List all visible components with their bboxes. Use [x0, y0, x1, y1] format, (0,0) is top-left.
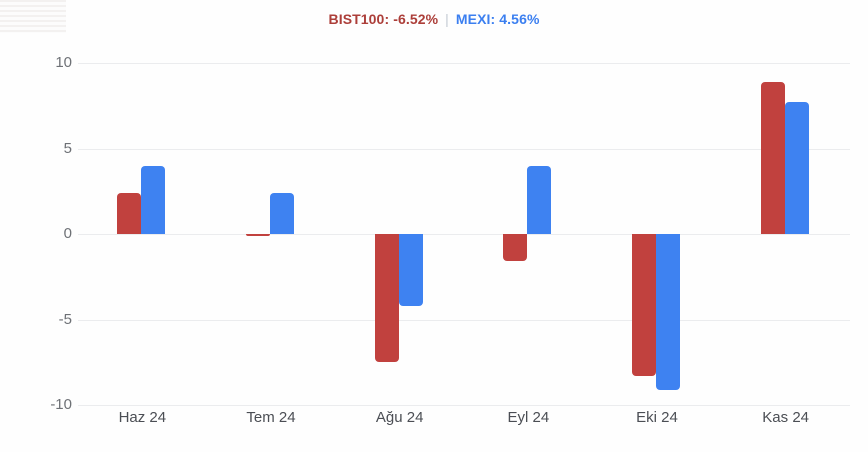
x-category-label: Kas 24 — [762, 409, 810, 426]
watermark — [0, 0, 66, 33]
bar-bist100[interactable] — [246, 234, 270, 236]
x-category-label: Ağu 24 — [375, 409, 424, 426]
series2-stat: MEXI: 4.56% — [455, 11, 540, 27]
title-separator: | — [445, 11, 449, 27]
gridline — [78, 63, 850, 64]
gridline — [78, 148, 850, 150]
x-category-label: Tem 24 — [246, 409, 296, 426]
bar-mexi[interactable] — [527, 165, 552, 234]
bar-bist100[interactable] — [117, 192, 142, 234]
bar-mexi[interactable] — [656, 234, 680, 390]
y-tick-label: -5 — [58, 310, 72, 328]
x-category-label: Eki 24 — [636, 409, 678, 426]
gridline — [78, 405, 850, 406]
x-category-label: Haz 24 — [118, 409, 167, 426]
y-tick-label: -10 — [50, 396, 72, 414]
bar-bist100[interactable] — [760, 81, 785, 234]
y-tick-label: 0 — [63, 225, 72, 243]
y-tick-label: 10 — [55, 54, 72, 72]
bar-mexi[interactable] — [784, 102, 809, 234]
bar-mexi[interactable] — [141, 165, 166, 234]
bar-bist100[interactable] — [632, 234, 656, 376]
series1-stat: BIST100: -6.52% — [328, 11, 439, 27]
bar-mexi[interactable] — [398, 234, 423, 306]
gridline — [78, 319, 850, 321]
x-category-label: Eyl 24 — [507, 409, 550, 426]
bar-bist100[interactable] — [374, 234, 399, 363]
chart-title: BIST100: -6.52% | MEXI: 4.56% — [0, 11, 868, 27]
gridline — [78, 234, 850, 235]
bar-bist100[interactable] — [503, 234, 528, 262]
bar-mexi[interactable] — [270, 192, 294, 234]
y-tick-label: 5 — [63, 139, 72, 157]
